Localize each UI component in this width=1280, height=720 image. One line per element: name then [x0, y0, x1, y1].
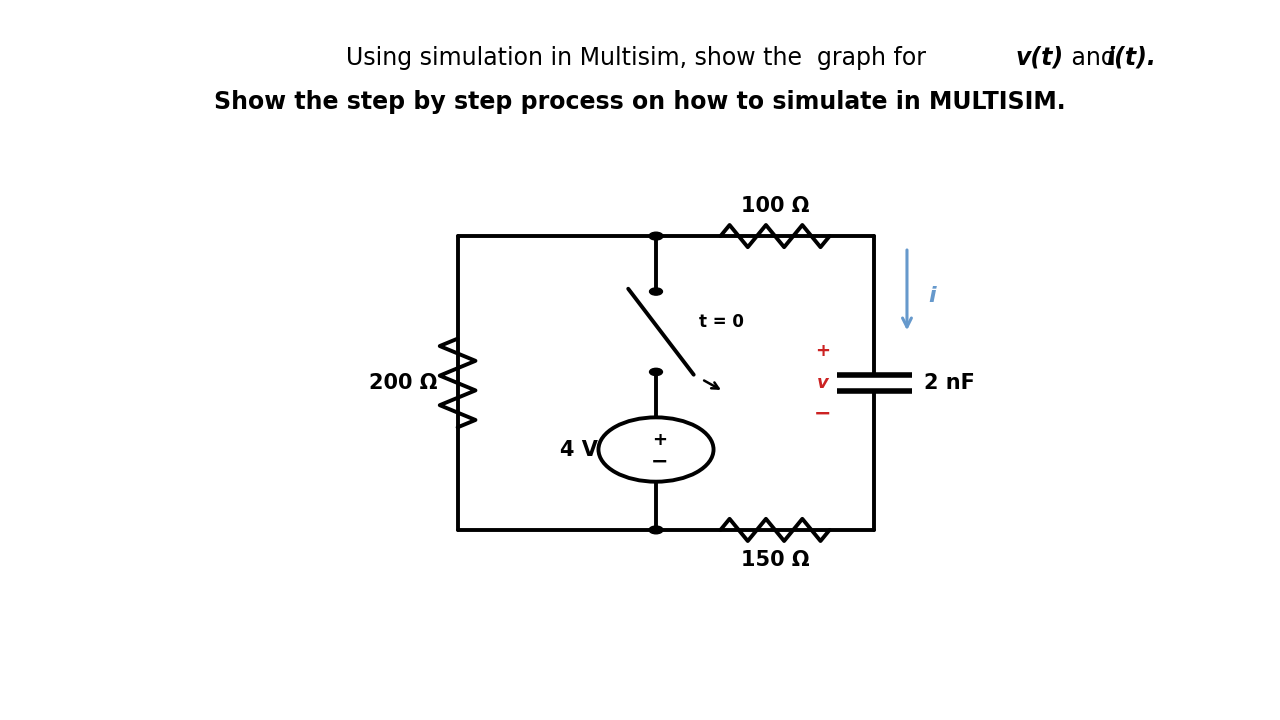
Text: Using simulation in Multisim, show the  graph for: Using simulation in Multisim, show the g… — [347, 45, 933, 70]
Text: i(t).: i(t). — [1106, 45, 1156, 70]
Text: +: + — [815, 342, 831, 360]
Text: 100 Ω: 100 Ω — [741, 196, 809, 215]
Circle shape — [649, 526, 663, 534]
Text: 150 Ω: 150 Ω — [741, 550, 809, 570]
Text: 4 V: 4 V — [559, 439, 598, 459]
Circle shape — [649, 369, 663, 376]
Text: +: + — [653, 431, 667, 449]
Circle shape — [649, 233, 663, 240]
Text: v: v — [817, 374, 828, 392]
Text: 2 nF: 2 nF — [924, 373, 974, 393]
Text: t = 0: t = 0 — [699, 312, 744, 330]
Text: −: − — [814, 403, 832, 423]
Text: i: i — [929, 286, 937, 306]
Text: 200 Ω: 200 Ω — [369, 373, 438, 393]
Text: Show the step by step process on how to simulate in MULTISIM.: Show the step by step process on how to … — [214, 90, 1066, 114]
Text: −: − — [652, 451, 668, 472]
Circle shape — [649, 288, 663, 295]
Text: and: and — [1064, 45, 1123, 70]
Text: v(t): v(t) — [1015, 45, 1064, 70]
